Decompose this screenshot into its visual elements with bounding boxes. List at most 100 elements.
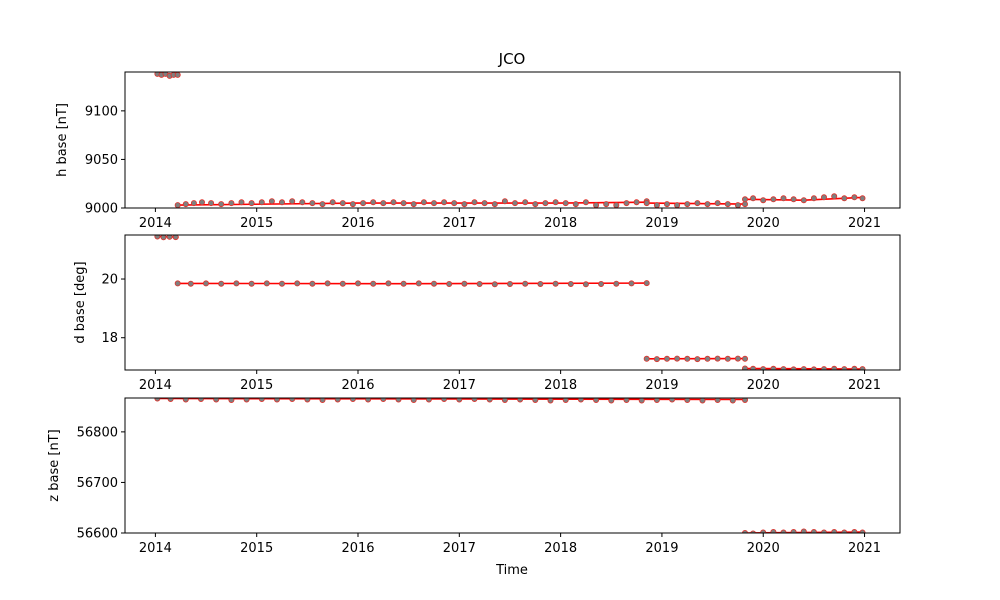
data-point xyxy=(456,398,463,403)
data-point xyxy=(430,280,437,287)
data-point xyxy=(370,199,377,206)
panel-z-base: 2014 2015 2016 2017 2018 2019 2020 2021 56600 567… xyxy=(47,397,901,556)
data-point xyxy=(174,72,181,78)
data-point xyxy=(324,280,331,287)
data-point xyxy=(154,235,161,240)
data-point xyxy=(289,198,296,205)
data-point xyxy=(742,196,749,203)
data-point xyxy=(476,280,483,287)
data-point xyxy=(684,201,691,208)
y-tick-label: 20 xyxy=(101,273,118,288)
x-tick-label: 2016 xyxy=(341,378,374,393)
data-point xyxy=(613,202,620,208)
data-point xyxy=(233,280,240,287)
data-point xyxy=(742,398,748,403)
data-point xyxy=(172,235,179,241)
data-point xyxy=(750,195,757,202)
data-point xyxy=(481,200,488,207)
axes-frame xyxy=(124,71,901,209)
x-tick-label: 2018 xyxy=(544,378,577,393)
x-tick-label: 2021 xyxy=(848,378,881,393)
data-point xyxy=(334,398,341,403)
data-point xyxy=(329,199,336,206)
data-point xyxy=(198,199,205,206)
data-point xyxy=(501,398,508,403)
data-point xyxy=(593,202,600,208)
data-point xyxy=(471,199,478,206)
data-point xyxy=(633,199,640,206)
data-point xyxy=(643,200,650,207)
axes-frame xyxy=(124,397,901,534)
data-point xyxy=(810,195,817,202)
data-point xyxy=(800,366,807,370)
data-point xyxy=(268,198,275,205)
data-point xyxy=(486,398,493,403)
data-point xyxy=(380,398,387,402)
y-tick-label: 56800 xyxy=(77,425,118,440)
x-tick-label: 2019 xyxy=(645,216,678,231)
data-point xyxy=(608,398,615,404)
data-point xyxy=(790,366,797,370)
x-tick-label: 2014 xyxy=(139,541,172,556)
data-point xyxy=(552,199,559,206)
data-point xyxy=(243,398,250,403)
data-point xyxy=(582,281,589,288)
data-point xyxy=(859,366,866,370)
data-point xyxy=(714,355,721,362)
data-point xyxy=(304,398,311,403)
data-point xyxy=(841,366,848,370)
data-point xyxy=(734,355,741,362)
data-point xyxy=(760,366,767,370)
x-tick-label: 2017 xyxy=(443,378,476,393)
data-point xyxy=(742,530,748,533)
data-point xyxy=(410,201,417,208)
data-point xyxy=(182,398,189,403)
data-point xyxy=(263,280,270,287)
x-tick-label: 2018 xyxy=(544,216,577,231)
data-point xyxy=(198,398,204,402)
data-point xyxy=(653,356,660,363)
data-point xyxy=(552,280,559,287)
data-point xyxy=(339,280,346,287)
data-point xyxy=(593,398,600,403)
data-point xyxy=(724,201,731,208)
data-point xyxy=(319,398,326,403)
data-point xyxy=(831,365,838,370)
data-point xyxy=(471,398,478,402)
y-axis-label: d base [deg] xyxy=(73,261,88,343)
data-point xyxy=(309,200,316,207)
x-axis-label: Time xyxy=(495,563,528,578)
data-point xyxy=(415,280,422,287)
x-tick-label: 2021 xyxy=(848,541,881,556)
data-point xyxy=(859,195,866,202)
plot-area xyxy=(154,235,866,370)
data-point xyxy=(491,281,498,288)
data-point xyxy=(742,355,749,362)
y-tick-label: 56600 xyxy=(77,527,118,542)
x-tick-label: 2021 xyxy=(848,216,881,231)
data-point xyxy=(567,280,574,287)
data-point xyxy=(441,398,448,402)
data-point xyxy=(577,398,584,403)
x-tick-label: 2015 xyxy=(240,541,273,556)
data-point xyxy=(770,365,777,370)
axes-frame xyxy=(124,234,901,371)
data-point xyxy=(451,200,458,207)
data-point xyxy=(258,398,265,402)
data-point xyxy=(430,200,437,207)
data-point xyxy=(491,201,498,208)
x-tick-label: 2016 xyxy=(341,541,374,556)
x-tick-label: 2015 xyxy=(240,378,273,393)
x-tick-label: 2017 xyxy=(443,216,476,231)
data-point xyxy=(734,202,741,208)
data-point xyxy=(714,200,721,207)
data-point xyxy=(628,280,635,287)
data-point xyxy=(461,280,468,287)
data-point xyxy=(349,398,356,402)
data-point xyxy=(572,201,579,208)
data-point xyxy=(532,201,539,208)
data-point xyxy=(160,235,167,241)
data-point xyxy=(851,194,858,201)
data-point xyxy=(167,398,174,402)
data-point xyxy=(299,199,306,206)
